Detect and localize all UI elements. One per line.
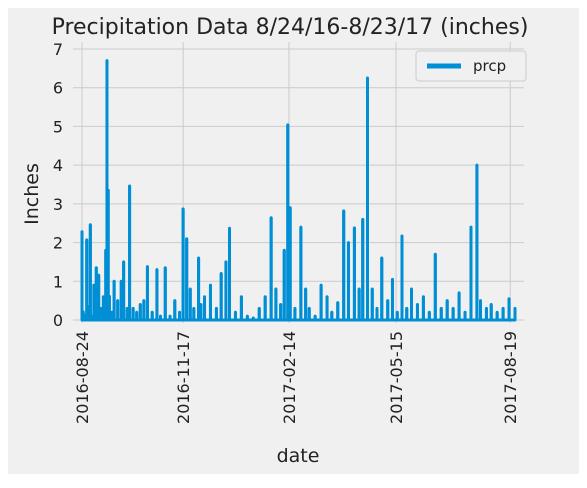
legend-box bbox=[415, 50, 527, 82]
x-tick-label: 2017-02-14 bbox=[280, 331, 299, 424]
y-tick-label: 4 bbox=[53, 156, 63, 175]
x-tick-label: 2017-05-15 bbox=[387, 331, 406, 424]
y-tick-label: 6 bbox=[53, 79, 63, 98]
y-tick-label: 1 bbox=[53, 272, 63, 291]
y-tick-label: 7 bbox=[53, 40, 63, 59]
legend-label: prcp bbox=[473, 57, 506, 75]
x-axis-ticks: 2016-08-24 2016-11-17 2017-02-14 2017-05-15… bbox=[73, 331, 520, 424]
series-layer bbox=[80, 59, 517, 322]
y-tick-label: 3 bbox=[53, 195, 63, 214]
x-tick-label: 2016-08-24 bbox=[73, 331, 92, 424]
y-tick-label: 2 bbox=[53, 234, 63, 253]
y-axis-label: Inches bbox=[21, 163, 43, 225]
y-axis-ticks: 0 1 2 3 4 5 6 7 bbox=[53, 40, 63, 330]
y-tick-label: 5 bbox=[53, 117, 63, 136]
x-tick-label: 2017-08-19 bbox=[501, 331, 520, 424]
x-tick-label: 2016-11-17 bbox=[174, 331, 193, 424]
x-axis-label: date bbox=[277, 445, 320, 467]
chart-title: Precipitation Data 8/24/16-8/23/17 (inch… bbox=[52, 15, 529, 40]
y-tick-label: 0 bbox=[53, 311, 63, 330]
legend: prcp bbox=[415, 50, 527, 82]
